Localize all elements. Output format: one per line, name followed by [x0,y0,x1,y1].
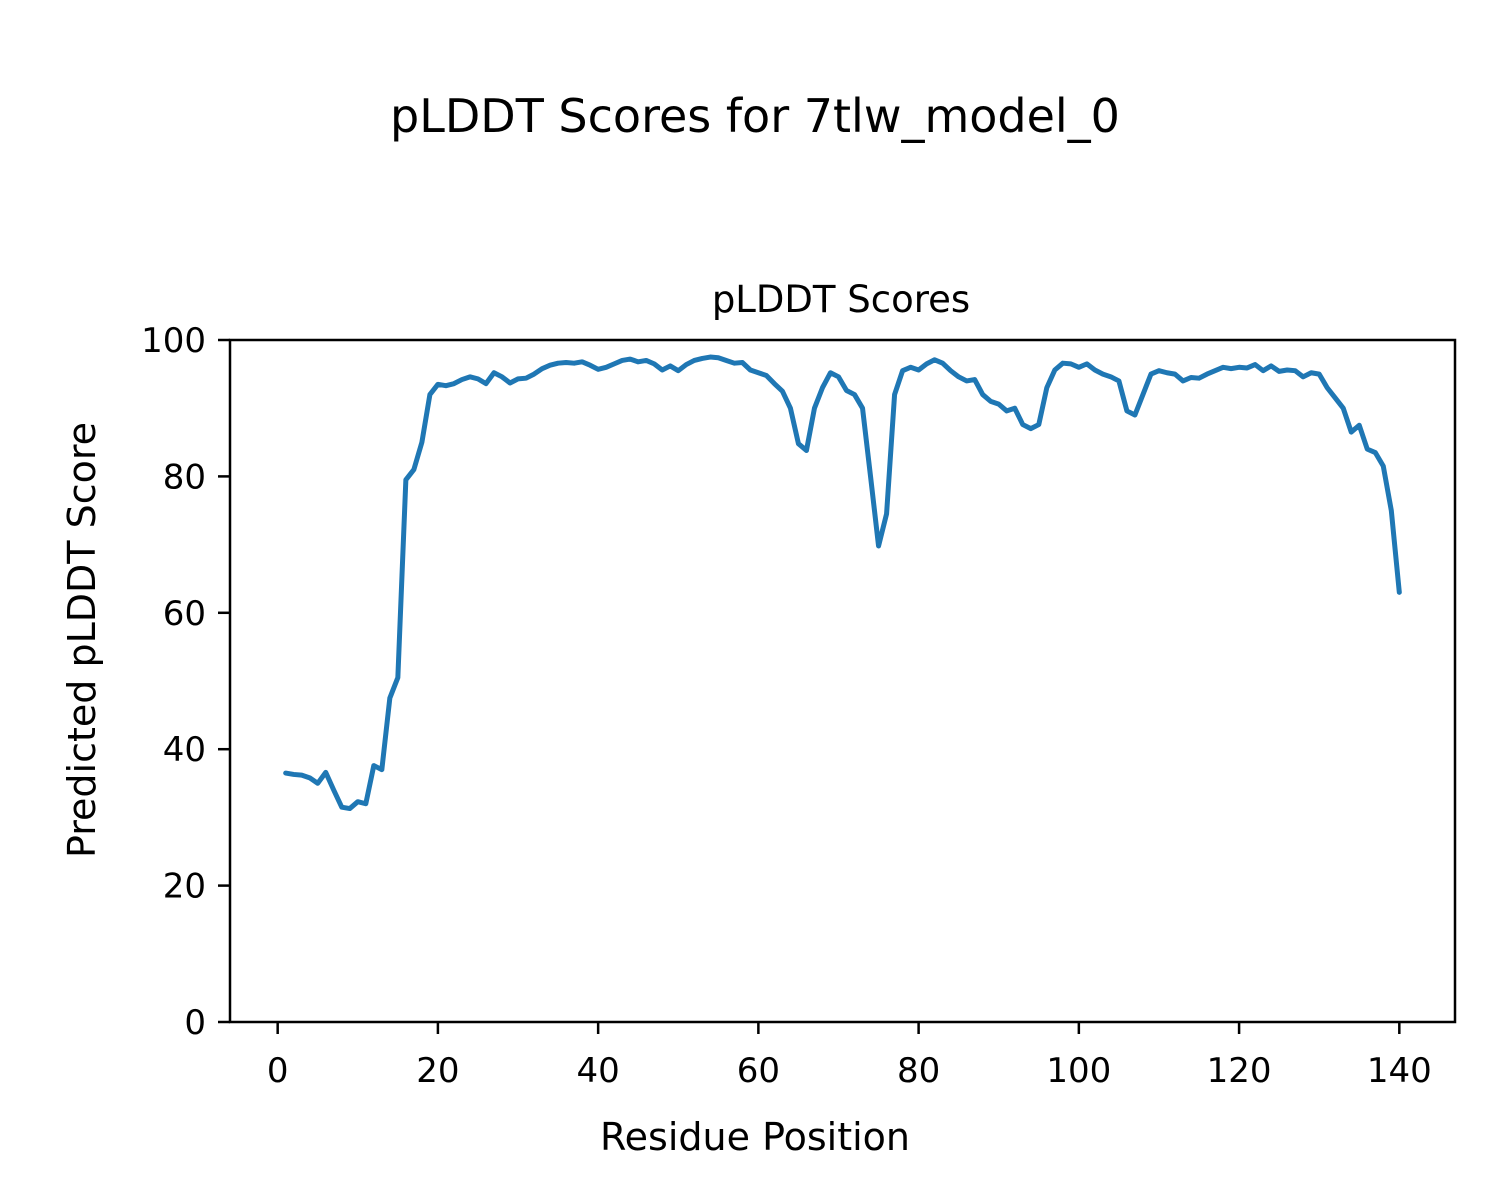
plddt-line [283,354,1402,812]
x-tick-label: 120 [1207,1051,1272,1091]
y-tick-label: 60 [163,594,206,634]
x-tick-label: 0 [267,1051,289,1091]
y-tick-label: 40 [163,730,206,770]
x-ticks: 0 20 40 60 80 100 120 140 [267,1022,1432,1091]
x-tick-label: 100 [1046,1051,1111,1091]
x-axis-label: Residue Position [600,1115,910,1159]
axes-title: pLDDT Scores [712,278,970,321]
y-ticks: 0 20 40 60 80 100 [141,321,230,1043]
y-tick-label: 0 [184,1003,206,1043]
x-tick-label: 20 [416,1051,459,1091]
y-tick-label: 80 [163,457,206,497]
y-axis-label: Predicted pLDDT Score [60,422,104,858]
y-tick-label: 100 [141,321,206,361]
x-tick-label: 40 [577,1051,620,1091]
y-tick-label: 20 [163,867,206,907]
x-tick-label: 140 [1367,1051,1432,1091]
plot-border [228,338,1457,1024]
x-tick-label: 60 [737,1051,780,1091]
figure-title: pLDDT Scores for 7tlw_model_0 [390,89,1120,143]
x-tick-label: 80 [897,1051,940,1091]
